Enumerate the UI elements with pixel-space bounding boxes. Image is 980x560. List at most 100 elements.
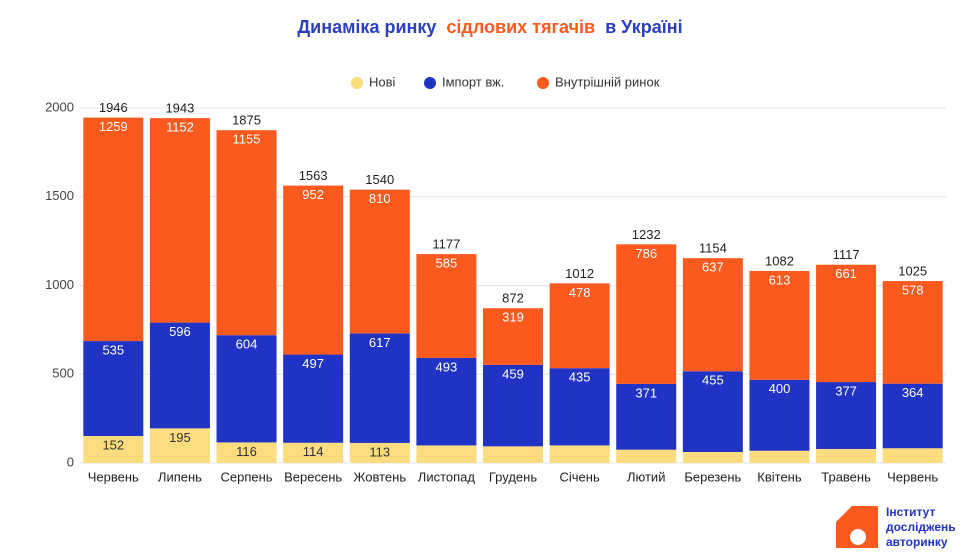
data-label: 604 [236,337,258,352]
data-label: 578 [902,283,924,298]
bar-segment [616,244,677,384]
bar-segment [616,383,677,450]
total-label: 872 [502,291,524,306]
data-label: 114 [303,444,324,459]
bar-segment [816,382,877,449]
bar-segment [349,442,410,463]
data-label: 455 [702,373,724,388]
bar-segment [816,264,877,383]
total-label: 1082 [765,253,794,268]
data-label: 493 [436,359,458,374]
data-label: 459 [502,366,524,381]
bar-segment [83,117,144,342]
bar-segment [349,189,410,334]
total-label: 1875 [232,113,261,128]
bar-segment [216,335,277,443]
title-part: сідлових тягачів [446,17,595,37]
total-label: 1563 [299,168,328,183]
data-label: 617 [369,335,391,350]
data-label: 377 [835,383,857,398]
bar-segment [349,333,410,443]
data-label: 478 [569,285,591,300]
bar-segment [749,450,810,463]
data-label: 661 [835,266,857,281]
bar-segment [682,371,743,452]
legend-swatch [424,77,436,89]
data-label: 116 [236,444,257,459]
legend-label: Імпорт вж. [442,74,504,89]
data-label: 195 [169,430,191,445]
x-tick-label: Листопад [418,469,476,484]
logo-text: Інститут [886,505,936,519]
bar-segment [816,448,877,463]
bar-segment [549,445,610,463]
x-tick-label: Червень [88,469,139,484]
x-tick-label: Березень [684,469,741,484]
title-part: в Україні [605,17,683,37]
bar-segment [283,442,344,463]
x-tick-label: Травень [821,469,871,484]
total-label: 1012 [565,266,594,281]
x-tick-label: Квітень [757,469,802,484]
logo-text: авторинку [886,535,948,549]
total-label: 1232 [632,227,661,242]
bar-segment [483,364,543,447]
data-label: 1155 [233,132,261,147]
bar-segment [216,130,277,336]
total-label: 1177 [432,237,460,252]
bar-segment [149,118,210,323]
x-tick-label: Грудень [489,469,537,484]
bar-segment [882,281,943,384]
data-label: 1152 [166,120,194,135]
data-label: 613 [769,272,791,287]
total-label: 1117 [833,247,860,262]
y-tick-label: 2000 [45,99,74,114]
data-label: 810 [369,191,391,206]
title-part: Динаміка ринку [297,17,436,37]
x-tick-label: Лютий [627,469,665,484]
bar-segment [483,308,543,365]
bar-segment [749,379,810,451]
data-label: 319 [502,310,524,325]
x-tick-label: Червень [887,469,938,484]
data-label: 1259 [99,119,128,134]
legend-swatch [537,77,549,89]
data-label: 400 [769,381,791,396]
logo-icon [836,506,878,548]
data-label: 585 [436,256,458,271]
legend-label: Внутрішній ринок [555,74,660,89]
bar-segment [283,354,344,443]
y-tick-label: 0 [67,454,74,469]
logo-icon [850,529,866,545]
bar-segment [549,283,610,369]
bar-segment [483,446,543,463]
data-label: 637 [702,260,724,275]
legend-swatch [351,77,363,89]
data-label: 497 [302,356,324,371]
bar-segment [882,383,943,449]
bar-segment [416,445,477,463]
x-tick-label: Серпень [220,469,272,484]
x-tick-label: Січень [559,469,599,484]
data-label: 596 [169,324,191,339]
data-label: 364 [902,385,924,400]
bar-segment [149,428,210,463]
x-tick-label: Вересень [284,469,342,484]
data-label: 435 [569,370,591,385]
data-label: 113 [369,444,390,459]
chart-title: Динаміка ринку сідлових тягачів в Україн… [297,17,682,37]
total-label: 1025 [898,264,927,279]
data-label: 952 [302,187,324,202]
bar-segment [682,451,743,463]
bar-segment [216,442,277,463]
bar-segment [283,185,344,355]
data-label: 786 [635,246,657,261]
y-tick-label: 500 [52,366,74,381]
bar-segment [749,270,810,380]
bar-segment [416,254,477,358]
data-label: 535 [102,342,124,357]
bar-segment [83,436,144,463]
bar-segment [882,448,943,463]
bar-segment [83,341,144,437]
